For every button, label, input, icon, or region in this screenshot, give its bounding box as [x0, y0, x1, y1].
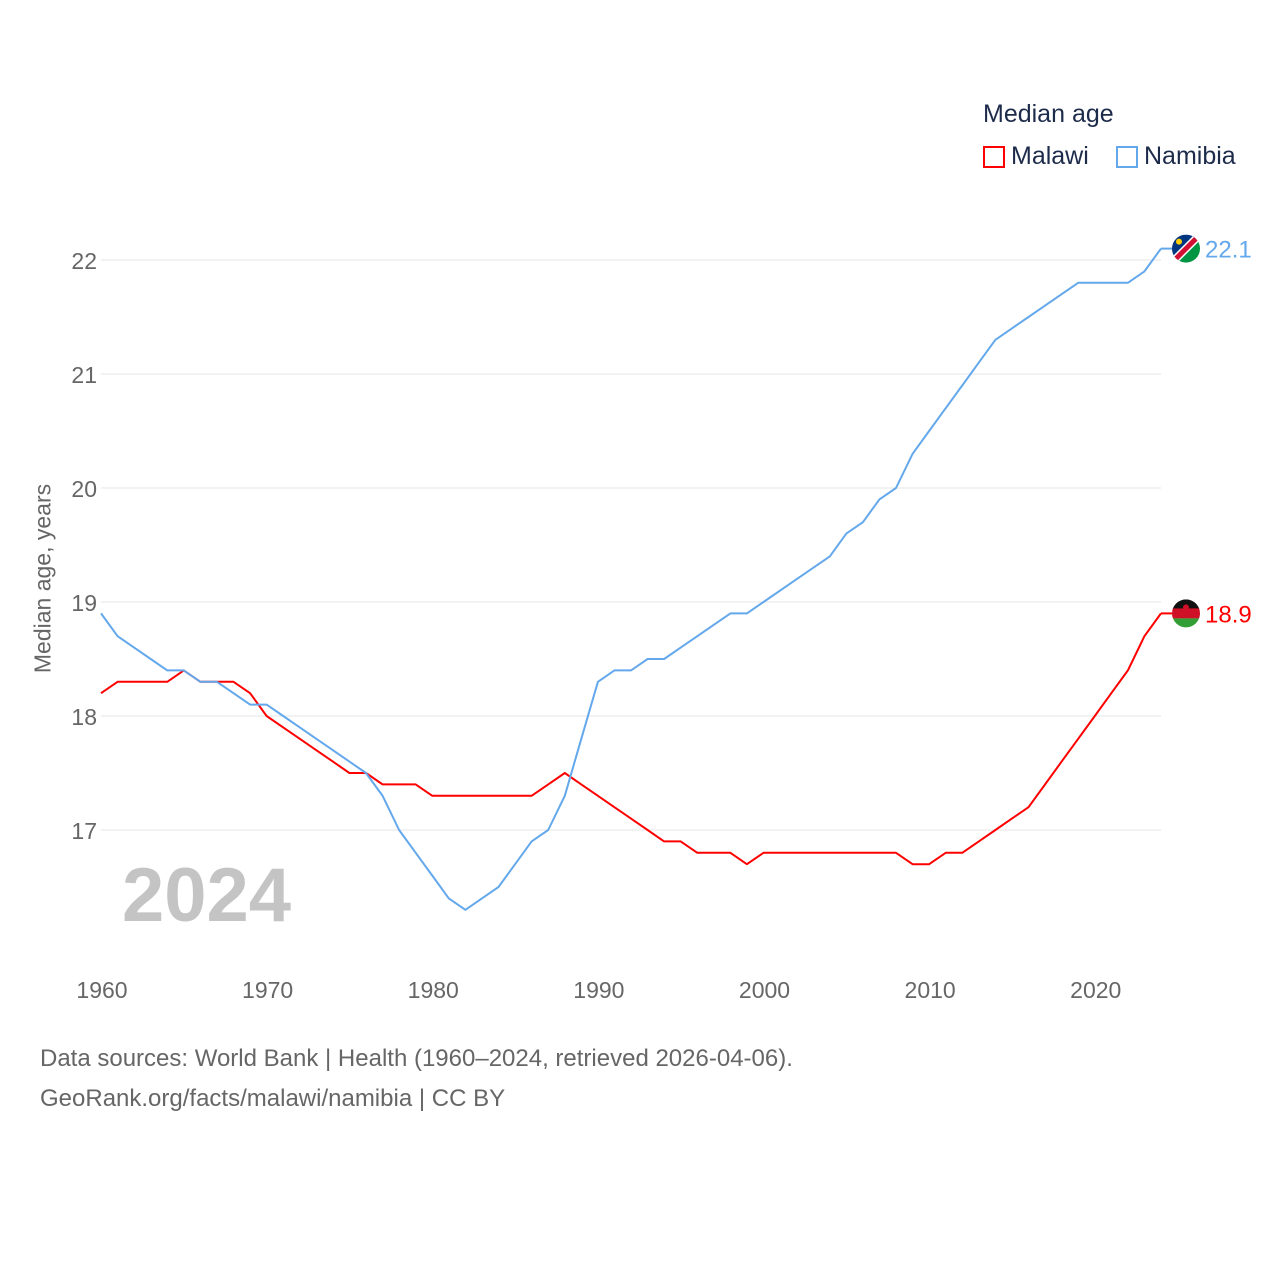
year-stamp: 2024 [122, 853, 292, 938]
x-tick-label: 1960 [76, 977, 127, 1003]
legend-swatch [1116, 145, 1138, 168]
x-tick-label: 2000 [739, 977, 790, 1003]
y-tick-label: 20 [71, 476, 97, 502]
legend-item-namibia[interactable]: Namibia [1116, 142, 1236, 171]
x-tick-label: 2020 [1070, 977, 1121, 1003]
malawi-flag-icon [1172, 599, 1200, 628]
y-tick-label: 22 [71, 248, 97, 274]
end-value-label: 18.9 [1205, 601, 1252, 628]
x-tick-label: 2010 [905, 977, 956, 1003]
end-value-label: 22.1 [1205, 237, 1252, 264]
source-line-2: GeoRank.org/facts/malawi/namibia | CC BY [40, 1085, 506, 1112]
legend-label: Namibia [1144, 142, 1236, 170]
legend-item-malawi[interactable]: Malawi [983, 142, 1089, 171]
legend-swatch [983, 145, 1005, 168]
series-line-namibia [100, 248, 1162, 911]
y-tick-label: 19 [71, 590, 97, 616]
namibia-flag-icon [1172, 234, 1200, 263]
series-line-malawi [100, 612, 1162, 866]
legend-label: Malawi [1011, 142, 1089, 170]
y-tick-label: 17 [71, 818, 97, 844]
x-tick-label: 1980 [408, 977, 459, 1003]
source-line-1: Data sources: World Bank | Health (1960–… [40, 1045, 793, 1072]
x-tick-label: 1970 [242, 977, 293, 1003]
y-axis-label: Median age, years [29, 483, 56, 674]
x-tick-label: 1990 [573, 977, 624, 1003]
y-tick-label: 18 [71, 704, 97, 730]
legend-title: Median age [983, 100, 1114, 128]
y-tick-label: 21 [71, 362, 97, 388]
